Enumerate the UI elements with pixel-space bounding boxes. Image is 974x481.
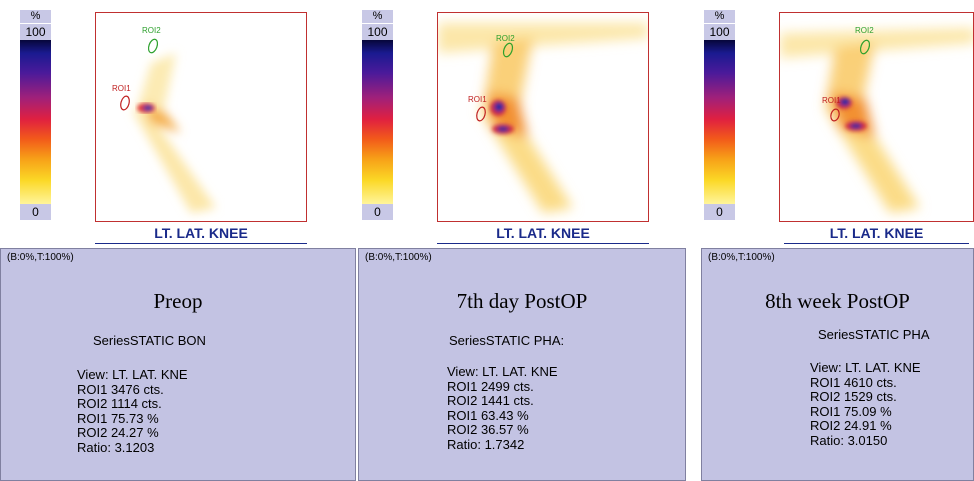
stat-line: Ratio: 3.0150 [810, 432, 888, 448]
color-scale-max: 100 [362, 24, 393, 40]
roi-stats: View: LT. LAT. KNE ROI1 3476 cts. ROI2 1… [77, 367, 188, 455]
stat-line: ROI1 2499 cts. [447, 378, 534, 394]
stat-line: View: LT. LAT. KNE [447, 364, 558, 379]
roi2-outline[interactable] [502, 42, 514, 58]
stat-line: ROI2 1441 cts. [447, 393, 534, 408]
color-scale-bar [20, 40, 51, 205]
view-label: LT. LAT. KNEE [437, 223, 649, 244]
roi1-label: ROI1 [468, 95, 487, 104]
stat-line: View: LT. LAT. KNE [810, 360, 921, 375]
series-label: SeriesSTATIC BON [93, 333, 206, 348]
color-scale-bar [362, 40, 393, 205]
scan-image[interactable]: ROI2 ROI1 [437, 12, 649, 222]
scan-image[interactable]: ROI2 ROI1 [95, 12, 307, 222]
color-scale-min: 0 [362, 204, 393, 220]
stat-line: Ratio: 3.1203 [77, 439, 155, 455]
stat-line: ROI1 4610 cts. [810, 374, 897, 390]
color-scale-unit: % [20, 10, 51, 23]
roi2-label: ROI2 [855, 26, 874, 35]
roi1-label: ROI1 [112, 84, 131, 93]
panel-7th-day: % 100 0 ROI2 ROI1 [342, 0, 686, 481]
color-scale-unit: % [704, 10, 735, 23]
series-label: SeriesSTATIC PHA [818, 327, 930, 342]
color-scale-bar [704, 40, 735, 205]
stat-line: ROI1 75.09 % [810, 403, 892, 419]
window-level-label: (B:0%,T:100%) [7, 252, 74, 263]
roi1-outline[interactable] [475, 106, 486, 122]
panel-8th-week: % 100 0 ROI2 ROI1 [684, 0, 974, 481]
panel-title: 7th day PostOP [456, 289, 588, 313]
roi-stats: View: LT. LAT. KNE ROI1 4610 cts. ROI2 1… [810, 360, 921, 448]
color-scale-max: 100 [704, 24, 735, 40]
series-label: SeriesSTATIC PHA: [449, 333, 565, 348]
window-level-label: (B:0%,T:100%) [708, 252, 775, 263]
color-scale-min: 0 [20, 204, 51, 220]
view-label: LT. LAT. KNEE [784, 223, 969, 244]
stat-line: ROI1 3476 cts. [77, 381, 164, 397]
roi1-label: ROI1 [822, 96, 841, 105]
stat-line: ROI1 63.43 % [447, 407, 529, 423]
stat-line: ROI2 1114 cts. [77, 396, 162, 411]
stat-line: ROI2 24.91 % [810, 418, 892, 433]
roi2-outline[interactable] [859, 39, 871, 55]
scan-image[interactable]: ROI2 ROI1 [779, 12, 974, 222]
roi2-label: ROI2 [496, 34, 515, 43]
color-scale-min: 0 [704, 204, 735, 220]
color-scale-max: 100 [20, 24, 51, 40]
stat-line: Ratio: 1.7342 [447, 436, 525, 452]
color-scale-unit: % [362, 10, 393, 23]
stats-panel: (B:0%,T:100%) 7th day PostOP SeriesSTATI… [358, 248, 686, 481]
stat-line: ROI1 75.73 % [77, 410, 159, 426]
roi2-label: ROI2 [142, 26, 161, 35]
roi2-outline[interactable] [147, 38, 159, 54]
stat-line: ROI2 36.57 % [447, 422, 529, 437]
panel-title: 8th week PostOP [765, 289, 910, 313]
stats-panel: (B:0%,T:100%) Preop SeriesSTATIC BON Vie… [0, 248, 356, 481]
roi1-outline[interactable] [119, 95, 130, 111]
window-level-label: (B:0%,T:100%) [365, 252, 432, 263]
stat-line: ROI2 1529 cts. [810, 389, 897, 404]
panel-preop: % 100 0 ROI2 ROI1 LT. LAT. KNEE (B: [0, 0, 356, 481]
stat-line: View: LT. LAT. KNE [77, 367, 188, 382]
view-label: LT. LAT. KNEE [95, 223, 307, 244]
panel-title: Preop [153, 289, 203, 313]
roi1-outline[interactable] [830, 108, 841, 122]
roi-stats: View: LT. LAT. KNE ROI1 2499 cts. ROI2 1… [447, 364, 558, 452]
stats-panel: (B:0%,T:100%) 8th week PostOP SeriesSTAT… [701, 248, 974, 481]
stat-line: ROI2 24.27 % [77, 425, 159, 440]
